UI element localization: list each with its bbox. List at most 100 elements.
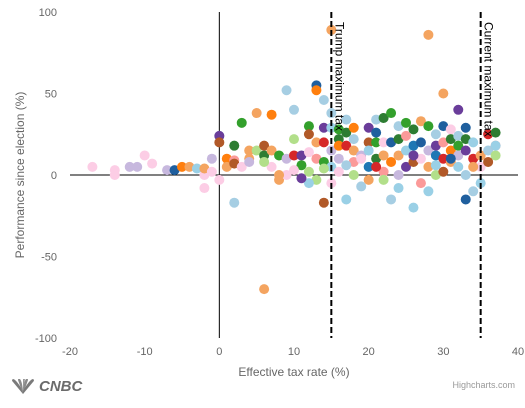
data-point[interactable] [266, 161, 277, 172]
data-point[interactable] [303, 129, 314, 140]
data-point[interactable] [393, 170, 404, 180]
data-point[interactable] [401, 117, 411, 128]
data-point[interactable] [438, 88, 449, 99]
data-point[interactable] [453, 140, 464, 151]
data-point[interactable] [468, 153, 479, 164]
data-point[interactable] [318, 95, 329, 106]
data-point[interactable] [341, 114, 352, 125]
data-point[interactable] [423, 29, 434, 40]
data-point[interactable] [386, 137, 397, 148]
data-point[interactable] [378, 174, 389, 185]
data-point[interactable] [460, 170, 471, 180]
data-point[interactable] [378, 150, 389, 161]
data-point[interactable] [229, 140, 240, 151]
data-point[interactable] [184, 161, 195, 172]
data-point[interactable] [348, 170, 359, 180]
data-point[interactable] [445, 124, 456, 135]
data-point[interactable] [453, 150, 464, 161]
data-point[interactable] [453, 104, 464, 115]
data-point[interactable] [468, 161, 479, 172]
data-point[interactable] [348, 134, 359, 145]
data-point[interactable] [147, 158, 158, 169]
data-point[interactable] [221, 161, 232, 172]
data-point[interactable] [318, 137, 329, 148]
data-point[interactable] [281, 85, 292, 96]
data-point[interactable] [311, 174, 322, 185]
data-point[interactable] [318, 163, 329, 174]
data-point[interactable] [348, 156, 359, 167]
data-point[interactable] [423, 186, 434, 197]
data-point[interactable] [214, 174, 225, 185]
data-point[interactable] [415, 116, 426, 127]
data-point[interactable] [393, 121, 404, 132]
data-point[interactable] [214, 137, 225, 148]
data-point[interactable] [341, 140, 352, 151]
data-point[interactable] [259, 284, 270, 295]
data-point[interactable] [408, 140, 419, 151]
data-point[interactable] [341, 127, 352, 138]
data-point[interactable] [281, 170, 292, 180]
data-point[interactable] [266, 145, 277, 156]
data-point[interactable] [356, 153, 367, 164]
data-point[interactable] [423, 161, 434, 172]
data-point[interactable] [162, 165, 173, 176]
data-point[interactable] [445, 153, 456, 164]
data-point[interactable] [393, 183, 404, 194]
data-point[interactable] [333, 153, 344, 164]
data-point[interactable] [296, 150, 307, 161]
data-point[interactable] [430, 160, 441, 171]
data-point[interactable] [438, 166, 449, 177]
data-point[interactable] [371, 114, 382, 125]
data-point[interactable] [430, 150, 441, 161]
data-point[interactable] [423, 145, 434, 156]
data-point[interactable] [483, 129, 494, 140]
data-point[interactable] [468, 186, 479, 197]
data-point[interactable] [371, 127, 382, 138]
data-point[interactable] [311, 137, 322, 148]
data-point[interactable] [460, 194, 471, 205]
data-point[interactable] [438, 121, 449, 132]
data-point[interactable] [311, 85, 322, 96]
data-point[interactable] [259, 140, 270, 151]
data-point[interactable] [333, 124, 344, 135]
data-point[interactable] [386, 108, 397, 119]
data-point[interactable] [311, 153, 322, 164]
data-point[interactable] [244, 145, 255, 156]
data-point[interactable] [363, 137, 374, 148]
data-point[interactable] [371, 161, 382, 172]
data-point[interactable] [401, 145, 411, 156]
data-point[interactable] [229, 158, 240, 169]
data-point[interactable] [415, 153, 426, 164]
data-point[interactable] [386, 156, 397, 167]
data-point[interactable] [251, 108, 262, 119]
data-point[interactable] [363, 122, 374, 133]
data-point[interactable] [206, 153, 217, 164]
data-point[interactable] [378, 166, 389, 177]
data-point[interactable] [430, 129, 441, 140]
data-point[interactable] [333, 140, 344, 151]
data-point[interactable] [490, 140, 501, 151]
data-point[interactable] [303, 166, 314, 177]
data-point[interactable] [318, 122, 329, 133]
data-point[interactable] [303, 121, 314, 132]
data-point[interactable] [274, 170, 285, 180]
data-point[interactable] [87, 161, 98, 172]
data-point[interactable] [401, 161, 411, 172]
data-point[interactable] [296, 173, 307, 184]
data-point[interactable] [356, 181, 367, 192]
data-point[interactable] [177, 161, 187, 172]
data-point[interactable] [460, 122, 471, 133]
data-point[interactable] [341, 160, 352, 171]
data-point[interactable] [438, 137, 449, 148]
data-point[interactable] [363, 145, 374, 156]
data-point[interactable] [408, 124, 419, 135]
data-point[interactable] [378, 137, 389, 148]
data-point[interactable] [348, 145, 359, 156]
data-point[interactable] [191, 163, 202, 174]
data-point[interactable] [483, 145, 494, 156]
data-point[interactable] [415, 178, 426, 189]
data-point[interactable] [445, 145, 456, 156]
data-point[interactable] [393, 134, 404, 145]
data-point[interactable] [430, 140, 441, 151]
data-point[interactable] [296, 160, 307, 171]
